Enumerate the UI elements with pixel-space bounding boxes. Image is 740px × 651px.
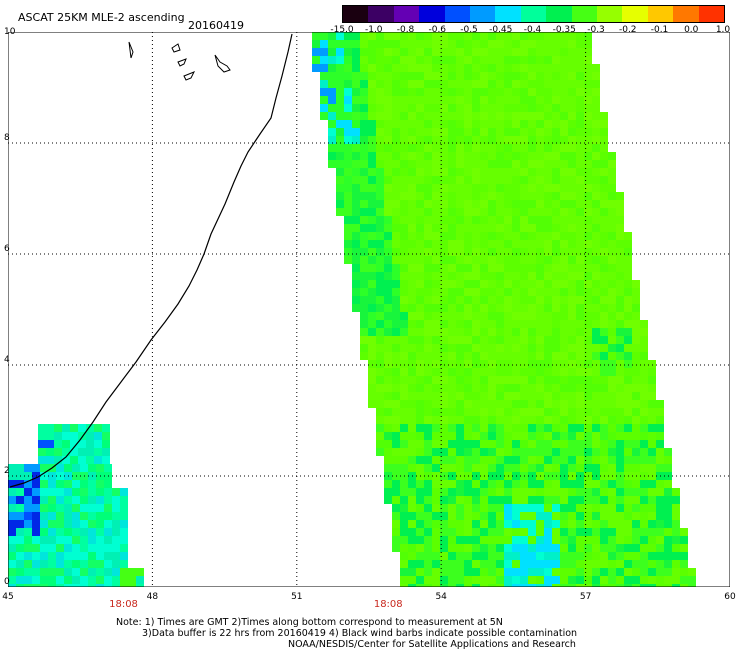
lat-tick-label: 0 xyxy=(4,577,10,587)
colorbar-label: -0.35 xyxy=(552,25,576,35)
colorbar-label: -0.2 xyxy=(618,25,637,35)
lon-tick-label: 51 xyxy=(291,592,303,602)
colorbar-segment xyxy=(546,6,572,22)
colorbar-label: -0.6 xyxy=(428,25,447,35)
lat-tick-label: 6 xyxy=(4,244,10,254)
lat-tick-label: 4 xyxy=(4,355,10,365)
product-title: ASCAT 25KM MLE-2 ascending xyxy=(18,11,185,24)
colorbar-segment xyxy=(571,6,598,22)
colorbar xyxy=(342,5,725,23)
colorbar-segment xyxy=(698,6,725,22)
colorbar-segment xyxy=(495,6,521,22)
colorbar-segment xyxy=(419,6,445,22)
colorbar-label: -0.1 xyxy=(650,25,669,35)
colorbar-segment xyxy=(368,6,394,22)
colorbar-label: -15.0 xyxy=(330,25,354,35)
lon-tick-label: 57 xyxy=(579,592,592,602)
colorbar-segment xyxy=(343,6,369,22)
lon-tick-label: 45 xyxy=(2,592,14,602)
pass-time-label: 18:08 xyxy=(109,599,138,610)
product-date: 20160419 xyxy=(188,19,244,32)
note-line-2: 3)Data buffer is 22 hrs from 20160419 4)… xyxy=(142,628,578,639)
colorbar-label: -0.5 xyxy=(460,25,478,35)
coastline xyxy=(9,33,293,488)
lat-tick-label: 8 xyxy=(4,133,10,143)
colorbar-segment xyxy=(597,6,623,22)
colorbar-label: -0.45 xyxy=(489,25,513,35)
lon-tick-label: 48 xyxy=(146,592,159,602)
lon-tick-label: 54 xyxy=(435,592,447,602)
colorbar-segment xyxy=(393,6,420,22)
colorbar-label: -0.3 xyxy=(587,25,605,35)
lat-lon-grid xyxy=(8,32,730,587)
colorbar-segment xyxy=(673,6,699,22)
colorbar-segment xyxy=(470,6,496,22)
island-coastline xyxy=(128,41,231,81)
pass-time-label: 18:08 xyxy=(373,599,403,610)
colorbar-segment xyxy=(647,6,674,22)
note-line-1: Note: 1) Times are GMT 2)Times along bot… xyxy=(116,617,503,628)
colorbar-label: -1.0 xyxy=(364,25,383,35)
colorbar-labels: -15.0 -1.0 -0.8 -0.6 -0.5 -0.45 -0.4 -0.35 -0.3 -… xyxy=(330,25,734,37)
swath-map xyxy=(8,32,730,587)
colorbar-label: 0.0 xyxy=(684,25,699,35)
lat-tick-label: 2 xyxy=(4,466,10,476)
lat-tick-label: 10 xyxy=(4,27,16,37)
colorbar-label: -0.8 xyxy=(396,25,415,35)
colorbar-label: -0.4 xyxy=(523,25,542,35)
colorbar-segment xyxy=(444,6,471,22)
colorbar-segment xyxy=(520,6,547,22)
colorbar-label: 1.0 xyxy=(715,25,731,35)
note-line-3: NOAA/NESDIS/Center for Satellite Applica… xyxy=(288,639,576,650)
swath-east xyxy=(312,32,696,587)
colorbar-segment xyxy=(622,6,648,22)
lon-tick-label: 60 xyxy=(724,592,736,602)
swath-west xyxy=(8,424,144,587)
